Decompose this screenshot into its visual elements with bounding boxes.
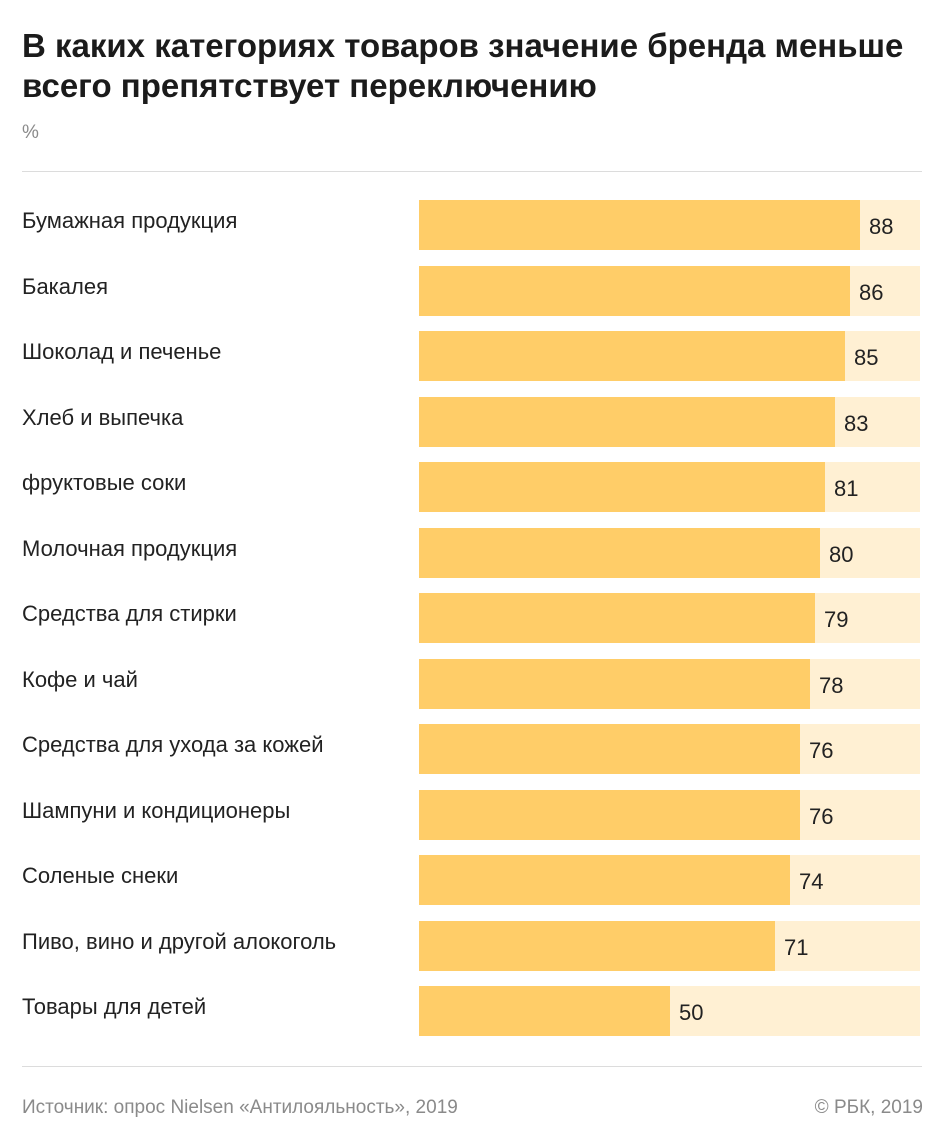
source-note: Источник: опрос Nielsen «Антилояльность»… — [22, 1097, 458, 1118]
bar-track: 76 — [419, 724, 920, 774]
category-label: Товары для детей — [22, 994, 207, 1019]
copyright-note: © РБК, 2019 — [814, 1097, 923, 1118]
bar-row: Средства для ухода за кожей 76 — [0, 722, 945, 774]
bar-row: Бакалея 86 — [0, 264, 945, 316]
bar — [419, 527, 820, 578]
bar-row: Товары для детей 50 — [0, 984, 945, 1036]
bottom-divider — [22, 1066, 922, 1067]
bar-row: Соленые снеки 74 — [0, 853, 945, 905]
category-label: Шоколад и печенье — [22, 339, 222, 364]
category-label: Средства для ухода за кожей — [22, 732, 324, 757]
bar — [419, 265, 850, 316]
value-label: 78 — [819, 672, 844, 698]
category-label: Соленые снеки — [22, 863, 179, 888]
bar-track: 71 — [419, 920, 920, 971]
bar — [419, 593, 815, 643]
category-label: Пиво, вино и другой алокоголь — [22, 928, 337, 954]
unit-label: % — [22, 122, 39, 143]
bar-track: 50 — [419, 986, 920, 1036]
bar-track: 85 — [419, 331, 920, 381]
value-label: 50 — [679, 1000, 704, 1025]
bar — [419, 789, 800, 840]
bar-row: Шоколад и печенье 85 — [0, 329, 945, 381]
category-label: Средства для стирки — [22, 601, 237, 626]
bar-row: Пиво, вино и другой алокоголь 71 — [0, 919, 945, 971]
value-label: 88 — [869, 214, 894, 239]
bar — [419, 986, 670, 1036]
bar-row: Хлеб и выпечка 83 — [0, 395, 945, 447]
category-label: Хлеб и выпечка — [22, 404, 184, 430]
bar-track: 83 — [419, 396, 920, 447]
value-label: 81 — [834, 476, 859, 501]
value-label: 76 — [809, 738, 834, 763]
bar-track: 76 — [419, 789, 920, 840]
top-divider — [22, 171, 922, 172]
bar — [419, 200, 860, 250]
bar-row: Средства для стирки 79 — [0, 591, 945, 643]
category-label: фруктовые соки — [22, 470, 187, 495]
value-label: 80 — [829, 541, 854, 567]
bar — [419, 724, 800, 774]
chart-title: В каких категориях товаров значение брен… — [22, 27, 904, 104]
value-label: 83 — [844, 410, 869, 436]
bar-track: 79 — [419, 593, 920, 643]
bar — [419, 396, 835, 447]
category-label: Бумажная продукция — [22, 208, 238, 233]
bar — [419, 658, 810, 709]
value-label: 71 — [784, 934, 809, 960]
category-label: Молочная продукция — [22, 535, 238, 561]
bar — [419, 331, 845, 381]
bar — [419, 462, 825, 512]
value-label: 76 — [809, 803, 834, 829]
bar-row: Бумажная продукция 88 — [0, 198, 945, 250]
bar-track: 80 — [419, 527, 920, 578]
bar-row: Шампуни и кондиционеры 76 — [0, 788, 945, 840]
bar — [419, 920, 775, 971]
value-label: 79 — [824, 607, 849, 632]
bar-row: фруктовые соки 81 — [0, 460, 945, 512]
bar-row: Кофе и чай 78 — [0, 657, 945, 709]
value-label: 85 — [854, 345, 879, 370]
bar-track: 86 — [419, 265, 920, 316]
category-label: Шампуни и кондиционеры — [22, 797, 291, 823]
bar-track: 81 — [419, 462, 920, 512]
bar-track: 88 — [419, 200, 920, 250]
bar-row: Молочная продукция 80 — [0, 526, 945, 578]
category-label: Бакалея — [22, 273, 109, 299]
bar — [419, 855, 790, 905]
value-label: 86 — [859, 279, 884, 305]
bar-track: 78 — [419, 658, 920, 709]
category-label: Кофе и чай — [22, 666, 138, 692]
bar-track: 74 — [419, 855, 920, 905]
value-label: 74 — [799, 869, 824, 894]
